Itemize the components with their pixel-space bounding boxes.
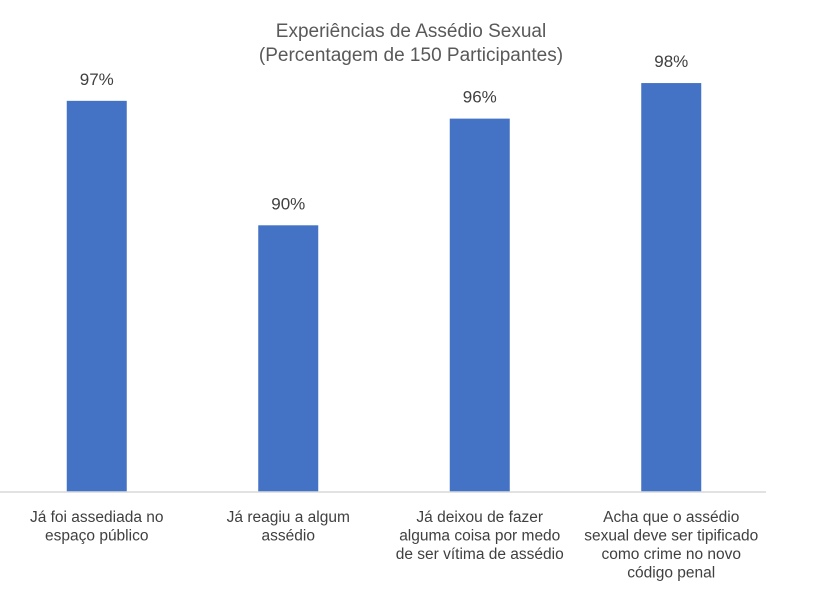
chart-title-line-2: (Percentagem de 150 Participantes) bbox=[258, 45, 564, 66]
x-tick-label: sexual deve ser tipificado bbox=[584, 528, 758, 545]
x-tick-label: Já reagiu a algum bbox=[227, 509, 350, 526]
x-tick-label: alguma coisa por medo bbox=[399, 528, 560, 545]
x-tick-label: código penal bbox=[627, 565, 715, 582]
x-tick-label: Já deixou de fazer bbox=[416, 509, 543, 526]
x-tick-label: de ser vítima de assédio bbox=[396, 546, 564, 563]
x-tick-label: Acha que o assédio bbox=[603, 509, 739, 526]
chart-title-line-1: Experiências de Assédio Sexual bbox=[275, 21, 547, 42]
x-tick-label: assédio bbox=[262, 528, 315, 545]
x-tick-label: Já foi assediada no bbox=[30, 509, 164, 526]
bar bbox=[66, 100, 127, 492]
bar bbox=[641, 83, 702, 492]
data-label: 97% bbox=[80, 70, 114, 89]
x-tick-label: como crime no novo bbox=[601, 546, 741, 563]
chart-title: Experiências de Assédio Sexual (Percenta… bbox=[0, 20, 822, 68]
data-label: 98% bbox=[654, 52, 688, 71]
bar bbox=[258, 225, 319, 493]
data-label: 90% bbox=[271, 194, 305, 213]
data-label: 96% bbox=[463, 88, 497, 107]
bar bbox=[449, 118, 510, 493]
x-tick-label: espaço público bbox=[45, 528, 148, 545]
